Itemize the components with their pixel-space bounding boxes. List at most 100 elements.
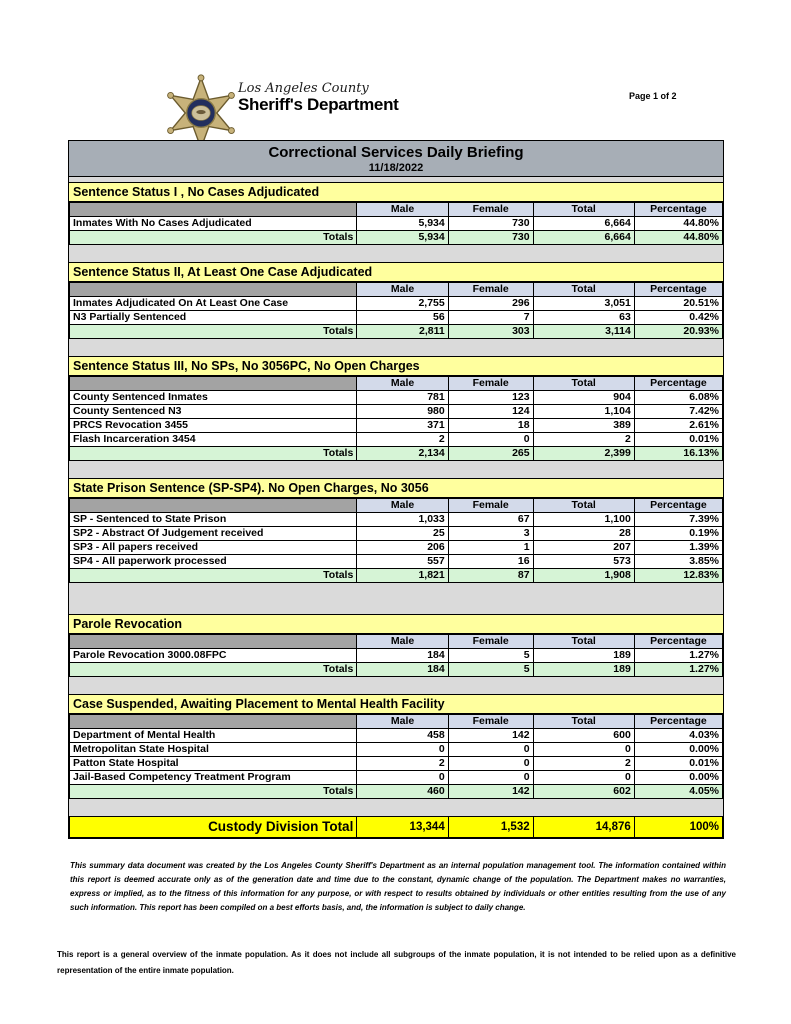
blank-header-cell xyxy=(68,634,358,649)
female-value: 124 xyxy=(447,404,534,419)
male-value: 0 xyxy=(356,742,449,757)
male-value: 25 xyxy=(356,526,449,541)
male-value: 371 xyxy=(356,418,449,433)
male-value: 781 xyxy=(356,390,449,405)
percentage-total: 20.93% xyxy=(633,324,724,339)
table-row: Jail-Based Competency Treatment Program … xyxy=(68,770,724,785)
male-total: 460 xyxy=(356,784,449,799)
row-label: SP - Sentenced to State Prison xyxy=(68,512,358,527)
grand-total-label: Custody Division Total xyxy=(68,816,358,838)
total-value: 0 xyxy=(532,770,635,785)
percentage-value: 7.42% xyxy=(633,404,724,419)
percentage-value: 0.42% xyxy=(633,310,724,325)
blank-header-cell xyxy=(68,282,358,297)
total-total: 189 xyxy=(532,662,635,677)
percentage-total: 44.80% xyxy=(633,230,724,245)
row-label: Patton State Hospital xyxy=(68,756,358,771)
female-value: 123 xyxy=(447,390,534,405)
percentage-value: 0.00% xyxy=(633,742,724,757)
table-row: SP3 - All papers received 206 1 207 1.39… xyxy=(68,540,724,555)
total-value: 1,100 xyxy=(532,512,635,527)
male-value: 980 xyxy=(356,404,449,419)
totals-label: Totals xyxy=(68,324,358,339)
row-label: Department of Mental Health xyxy=(68,728,358,743)
percentage-value: 2.61% xyxy=(633,418,724,433)
col-header-male: Male xyxy=(356,376,449,391)
female-value: 0 xyxy=(447,770,534,785)
table-row: Flash Incarceration 3454 2 0 2 0.01% xyxy=(68,432,724,447)
col-header-total: Total xyxy=(532,282,635,297)
col-header-male: Male xyxy=(356,634,449,649)
male-value: 206 xyxy=(356,540,449,555)
male-total: 184 xyxy=(356,662,449,677)
male-total: 1,821 xyxy=(356,568,449,583)
col-header-male: Male xyxy=(356,714,449,729)
section-table: Male Female Total Percentage County Sent… xyxy=(68,376,724,461)
female-value: 3 xyxy=(447,526,534,541)
table-row: Inmates Adjudicated On At Least One Case… xyxy=(68,296,724,311)
female-total: 5 xyxy=(447,662,534,677)
blank-header-cell xyxy=(68,202,358,217)
spacer xyxy=(69,339,723,356)
row-label: SP4 - All paperwork processed xyxy=(68,554,358,569)
spacer xyxy=(69,583,723,614)
female-value: 730 xyxy=(447,216,534,231)
section-case-suspended: Case Suspended, Awaiting Placement to Me… xyxy=(68,694,724,799)
total-value: 573 xyxy=(532,554,635,569)
report-date: 11/18/2022 xyxy=(368,162,424,174)
page-number-label: Page 1 of 2 xyxy=(629,91,677,101)
row-label: SP2 - Abstract Of Judgement received xyxy=(68,526,358,541)
col-header-percentage: Percentage xyxy=(633,714,724,729)
column-header-row: Male Female Total Percentage xyxy=(68,202,724,217)
total-total: 1,908 xyxy=(532,568,635,583)
col-header-total: Total xyxy=(532,714,635,729)
col-header-female: Female xyxy=(447,282,534,297)
male-value: 2,755 xyxy=(356,296,449,311)
female-value: 7 xyxy=(447,310,534,325)
male-value: 184 xyxy=(356,648,449,663)
female-value: 18 xyxy=(447,418,534,433)
table-row: County Sentenced N3 980 124 1,104 7.42% xyxy=(68,404,724,419)
section-table: Male Female Total Percentage Inmates Adj… xyxy=(68,282,724,339)
totals-row: Totals 2,811 303 3,114 20.93% xyxy=(68,324,724,339)
female-value: 67 xyxy=(447,512,534,527)
footnote-paragraph: This report is a general overview of the… xyxy=(57,950,736,975)
col-header-percentage: Percentage xyxy=(633,634,724,649)
row-label: PRCS Revocation 3455 xyxy=(68,418,358,433)
male-total: 2,134 xyxy=(356,446,449,461)
percentage-total: 4.05% xyxy=(633,784,724,799)
logo-department-line: Sheriff's Department xyxy=(238,94,399,114)
female-total: 142 xyxy=(447,784,534,799)
section-title: State Prison Sentence (SP-SP4). No Open … xyxy=(69,478,723,498)
daily-briefing-report: Correctional Services Daily Briefing 11/… xyxy=(68,140,724,839)
spacer xyxy=(69,461,723,478)
female-value: 296 xyxy=(447,296,534,311)
section-table: Male Female Total Percentage Parole Revo… xyxy=(68,634,724,677)
col-header-total: Total xyxy=(532,376,635,391)
row-label: Inmates With No Cases Adjudicated xyxy=(68,216,358,231)
totals-row: Totals 184 5 189 1.27% xyxy=(68,662,724,677)
table-row: Parole Revocation 3000.08FPC 184 5 189 1… xyxy=(68,648,724,663)
table-row: SP - Sentenced to State Prison 1,033 67 … xyxy=(68,512,724,527)
section-parole-revocation: Parole Revocation Male Female Total Perc… xyxy=(68,614,724,677)
section-title: Sentence Status II, At Least One Case Ad… xyxy=(69,262,723,282)
total-value: 389 xyxy=(532,418,635,433)
section-table: Male Female Total Percentage Inmates Wit… xyxy=(68,202,724,245)
totals-row: Totals 1,821 87 1,908 12.83% xyxy=(68,568,724,583)
row-label: N3 Partially Sentenced xyxy=(68,310,358,325)
total-value: 63 xyxy=(532,310,635,325)
section-title: Parole Revocation xyxy=(69,614,723,634)
female-value: 142 xyxy=(447,728,534,743)
logo-county-line: Los Angeles County xyxy=(238,81,369,96)
total-value: 28 xyxy=(532,526,635,541)
row-label: Parole Revocation 3000.08FPC xyxy=(68,648,358,663)
spacer xyxy=(69,799,723,816)
section-table: Male Female Total Percentage SP - Senten… xyxy=(68,498,724,583)
total-value: 2 xyxy=(532,756,635,771)
total-value: 3,051 xyxy=(532,296,635,311)
male-value: 2 xyxy=(356,756,449,771)
totals-row: Totals 2,134 265 2,399 16.13% xyxy=(68,446,724,461)
column-header-row: Male Female Total Percentage xyxy=(68,714,724,729)
total-total: 602 xyxy=(532,784,635,799)
